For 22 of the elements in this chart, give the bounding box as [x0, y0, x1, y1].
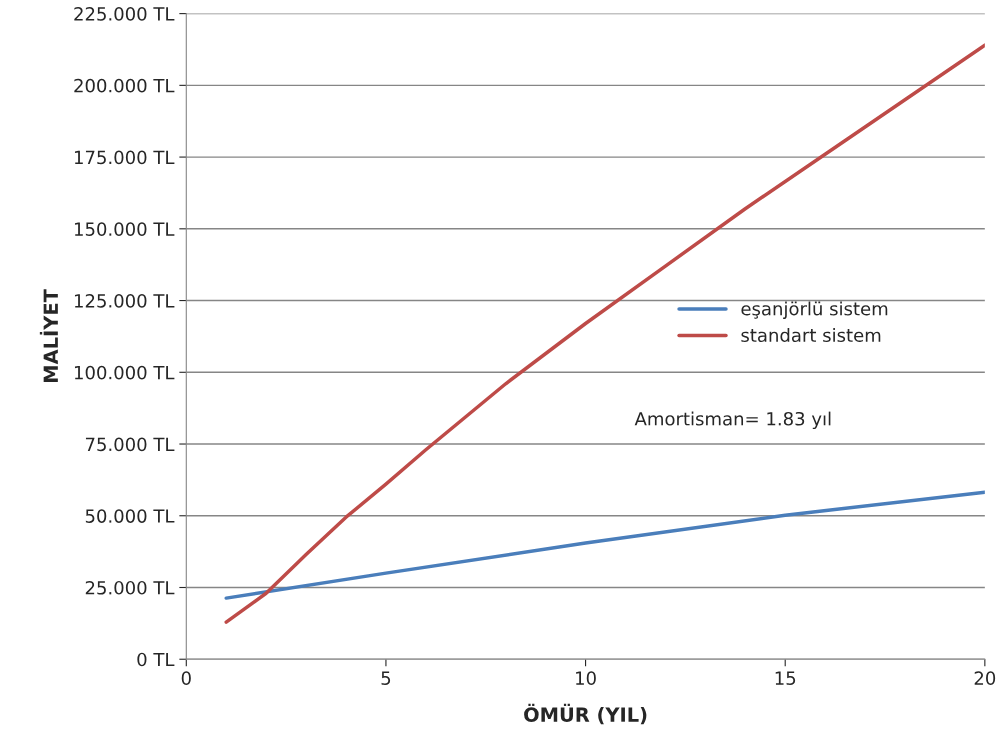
line-series	[224, 43, 985, 624]
y-tick-label: 125.000 TL	[74, 294, 175, 308]
y-tick-label: 200.000 TL	[74, 78, 175, 93]
legend-label: eşanjörlü sistem	[741, 301, 888, 319]
y-tick-label: 150.000 TL	[74, 222, 175, 236]
x-tick-label: 20	[974, 671, 996, 686]
y-tick-label: 25.000 TL	[85, 580, 175, 595]
y-tick-label: 100.000 TL	[74, 365, 175, 380]
x-axis-title: ÖMÜR (YIL)	[524, 703, 647, 725]
y-tick-label: 50.000 TL	[85, 509, 175, 523]
y-tick-label: 225.000 TL	[74, 7, 175, 21]
x-tick-label: 0	[181, 671, 191, 686]
y-tick-label: 175.000 TL	[74, 150, 175, 165]
legend-label: standart sistem	[741, 328, 881, 342]
line-series	[224, 490, 985, 600]
y-tick-label: 75.000 TL	[85, 437, 175, 452]
annotation: Amortisman= 1.83 yıl	[634, 411, 831, 430]
x-tick-label: 10	[576, 671, 596, 686]
x-tick-label: 15	[775, 671, 796, 686]
x-tick-label: 5	[381, 671, 391, 686]
y-axis-title: MALİYET	[39, 289, 58, 382]
y-tick-label: 0 TL	[137, 652, 175, 667]
